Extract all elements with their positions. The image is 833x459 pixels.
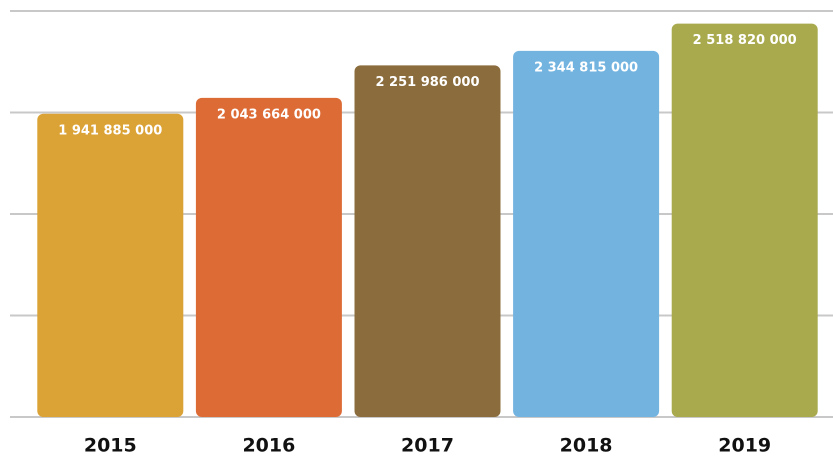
value-label: 2 251 986 000	[375, 75, 479, 90]
bar	[513, 50, 660, 418]
bar	[671, 23, 818, 417]
x-tick-label: 2017	[401, 435, 454, 457]
bar	[195, 97, 342, 417]
value-label: 1 941 885 000	[58, 123, 162, 138]
x-tick-label: 2019	[718, 435, 771, 457]
x-tick-label: 2016	[242, 435, 295, 457]
bar	[37, 113, 184, 418]
x-tick-label: 2015	[84, 435, 137, 457]
value-label: 2 043 664 000	[217, 107, 321, 122]
value-label: 2 518 820 000	[693, 33, 797, 48]
bar	[354, 65, 501, 418]
value-label: 2 344 815 000	[534, 60, 638, 75]
x-tick-label: 2018	[560, 435, 613, 457]
